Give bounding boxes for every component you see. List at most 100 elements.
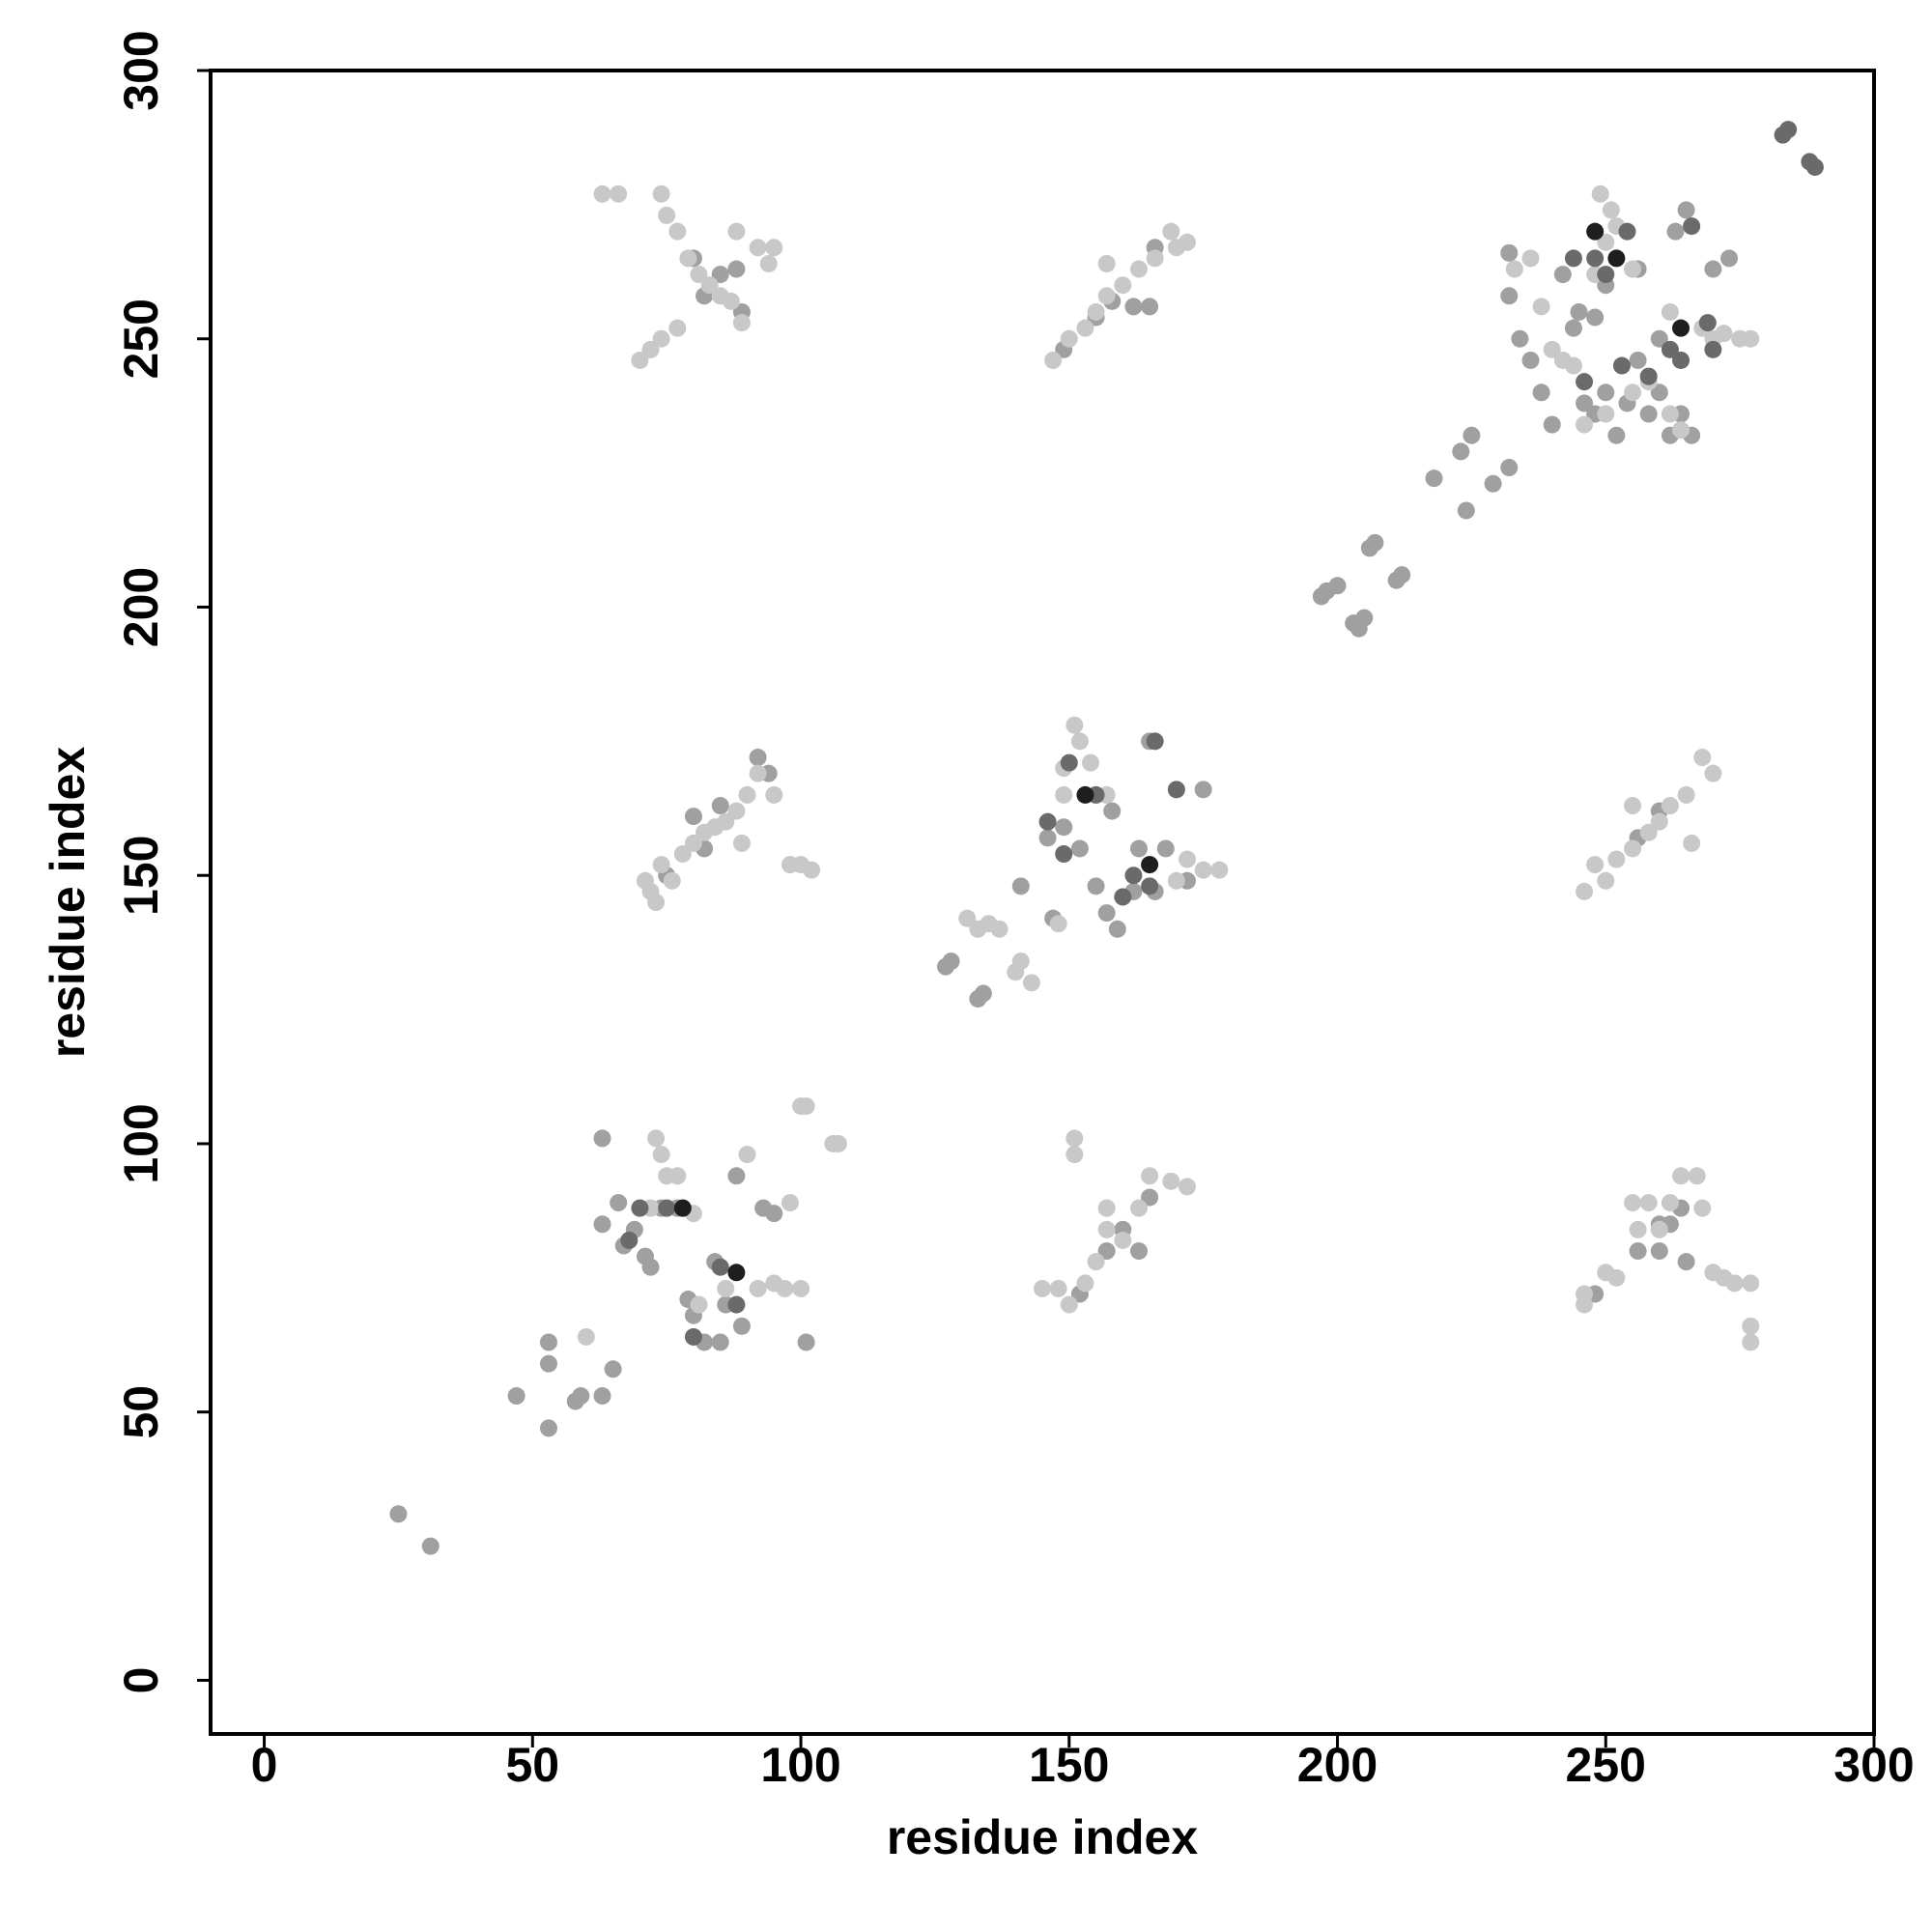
point xyxy=(668,222,687,241)
point xyxy=(1624,260,1642,278)
point xyxy=(1055,818,1073,837)
point xyxy=(1097,1242,1116,1261)
point xyxy=(722,292,740,310)
point xyxy=(797,1333,815,1351)
point xyxy=(652,329,670,348)
point xyxy=(1178,1178,1196,1196)
point xyxy=(1167,871,1185,890)
point xyxy=(1650,329,1668,348)
point xyxy=(1049,1279,1067,1297)
y-tick-label: 50 xyxy=(114,1385,168,1439)
point xyxy=(1650,812,1668,831)
point xyxy=(1146,249,1164,268)
point xyxy=(1097,287,1116,305)
point xyxy=(1167,781,1185,799)
point xyxy=(1597,233,1615,251)
point xyxy=(1210,861,1229,879)
x-tick-label: 300 xyxy=(1833,1738,1914,1792)
point xyxy=(1129,839,1148,858)
point xyxy=(727,1295,746,1314)
point xyxy=(1060,1295,1078,1314)
point xyxy=(1597,405,1615,423)
point xyxy=(1457,501,1475,520)
x-axis-title: residue index xyxy=(887,1810,1199,1864)
point xyxy=(1597,871,1615,890)
point xyxy=(684,834,702,852)
point xyxy=(759,254,778,272)
point xyxy=(1129,260,1148,278)
point xyxy=(974,984,992,1003)
point xyxy=(1704,340,1722,358)
point xyxy=(1624,384,1642,402)
point xyxy=(1677,1253,1695,1271)
point xyxy=(631,351,649,369)
point xyxy=(1624,797,1642,815)
point xyxy=(1355,609,1374,627)
point xyxy=(1124,298,1143,316)
point xyxy=(1521,351,1540,369)
point xyxy=(732,834,751,852)
point xyxy=(1586,856,1605,874)
point xyxy=(1602,201,1620,219)
point xyxy=(539,1354,557,1373)
point xyxy=(1720,249,1739,268)
point xyxy=(1114,888,1132,906)
point xyxy=(1607,850,1626,868)
point xyxy=(1500,287,1519,305)
point xyxy=(1141,856,1159,874)
point xyxy=(1500,459,1519,477)
point xyxy=(1076,1274,1094,1293)
point xyxy=(749,764,767,782)
point xyxy=(1081,753,1099,772)
point xyxy=(1328,577,1347,595)
point xyxy=(1612,356,1631,375)
point xyxy=(1607,1268,1626,1287)
point xyxy=(717,1279,735,1297)
point xyxy=(738,1146,756,1164)
point xyxy=(1607,426,1626,444)
point xyxy=(1677,785,1695,804)
point xyxy=(711,1333,729,1351)
point xyxy=(776,1279,794,1297)
point xyxy=(1629,351,1647,369)
point xyxy=(1425,469,1443,488)
point xyxy=(1688,1167,1706,1185)
point xyxy=(1661,797,1679,815)
point xyxy=(641,1258,660,1276)
x-tick-label: 150 xyxy=(1029,1738,1109,1792)
point xyxy=(1742,1274,1760,1293)
point xyxy=(711,797,729,815)
point xyxy=(727,802,746,820)
y-tick-label: 0 xyxy=(114,1667,168,1694)
point xyxy=(1553,266,1572,284)
y-tick-label: 100 xyxy=(114,1103,168,1183)
point xyxy=(1672,351,1690,369)
point xyxy=(1124,867,1143,885)
point xyxy=(1463,426,1481,444)
point xyxy=(1044,351,1063,369)
point xyxy=(1114,276,1132,295)
point xyxy=(1141,877,1159,895)
point xyxy=(652,856,670,874)
point xyxy=(593,1387,611,1406)
x-tick-label: 50 xyxy=(505,1738,559,1792)
point xyxy=(1065,1129,1084,1148)
point xyxy=(1500,243,1519,262)
point xyxy=(1624,839,1642,858)
point xyxy=(593,1215,611,1234)
point xyxy=(690,266,708,284)
point xyxy=(711,1258,729,1276)
point xyxy=(1742,1317,1760,1335)
point xyxy=(1060,329,1078,348)
y-tick-label: 250 xyxy=(114,298,168,379)
point xyxy=(803,861,821,879)
point xyxy=(1511,329,1529,348)
point xyxy=(1366,533,1384,552)
point xyxy=(1591,185,1609,203)
point xyxy=(1666,222,1685,241)
point xyxy=(1639,405,1658,423)
point xyxy=(1022,974,1040,992)
point xyxy=(1586,249,1605,268)
point xyxy=(1521,249,1540,268)
point xyxy=(797,1097,815,1116)
